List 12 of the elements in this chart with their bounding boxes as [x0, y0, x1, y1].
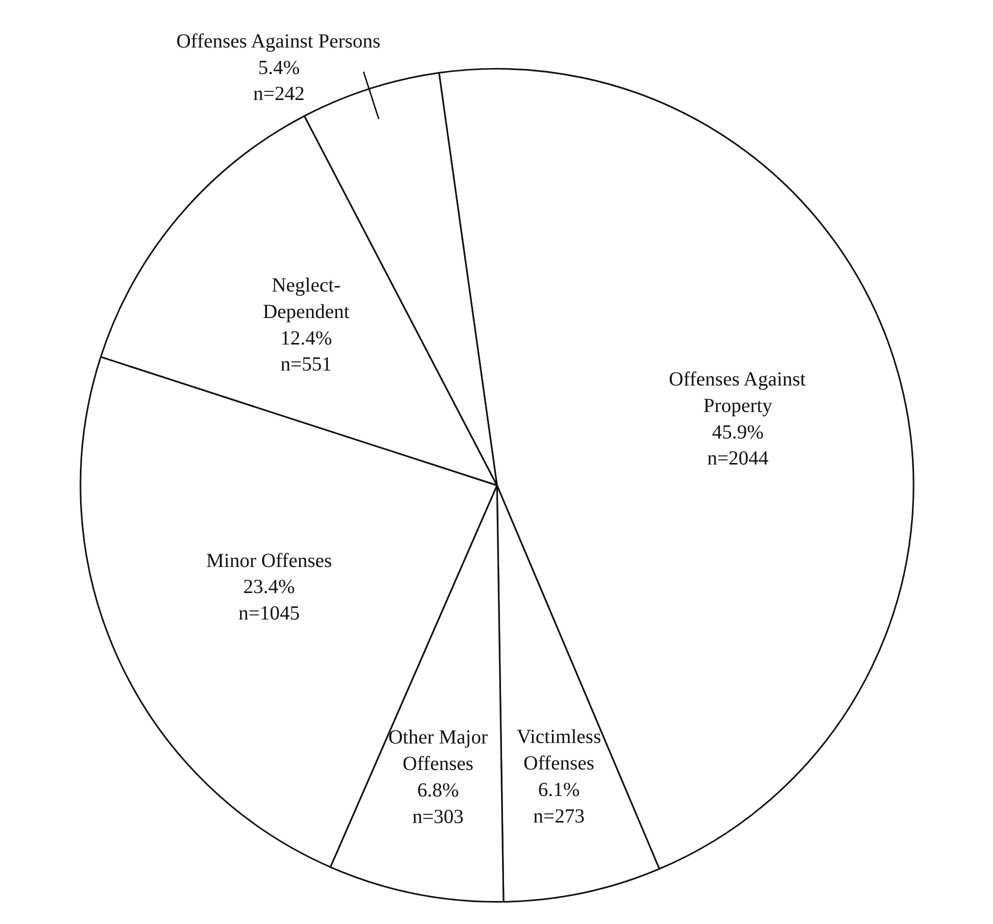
- slice-label: Minor Offenses: [206, 550, 332, 572]
- data-label: 45.9% n=2044: [707, 421, 769, 470]
- slice-label: Neglect- Dependent: [262, 274, 350, 323]
- data-label: 6.8% n=303: [412, 780, 464, 828]
- data-label: 12.4% n=551: [280, 327, 332, 376]
- data-label: 23.4% n=1045: [238, 576, 300, 625]
- slice-label: Victimless Offenses: [516, 726, 602, 775]
- slice-label: Offenses Against Property: [668, 368, 806, 417]
- data-label: 6.1% n=273: [533, 778, 585, 828]
- data-label: 5.4% n=242: [253, 56, 305, 106]
- slice-label: Other Major Offenses: [388, 726, 488, 776]
- slice-label: Offenses Against Persons: [176, 30, 381, 52]
